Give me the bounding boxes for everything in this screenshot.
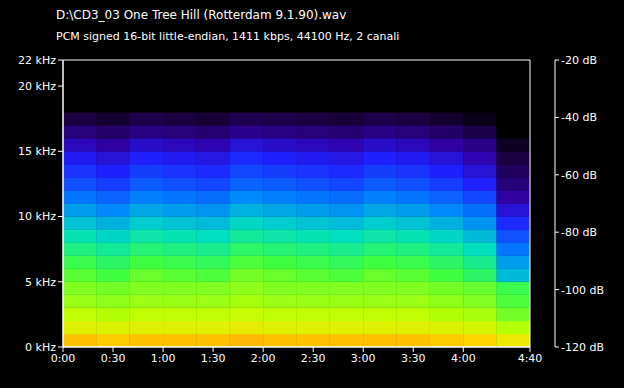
- svg-text:-60 dB: -60 dB: [561, 169, 597, 182]
- html-text:PCM signed 16-bit little-endia: PCM signed 16-bit little-endian, 1411 kb…: [56, 30, 400, 43]
- svg-text:2:30: 2:30: [301, 352, 326, 365]
- svg-text:5 kHz: 5 kHz: [25, 276, 56, 289]
- svg-text:1:30: 1:30: [201, 352, 226, 365]
- html-text:D:\CD3_03 One Tree Hill (Rotte: D:\CD3_03 One Tree Hill (Rotterdam 9.1.9…: [56, 8, 347, 22]
- svg-text:-20 dB: -20 dB: [561, 54, 597, 67]
- svg-text:0 kHz: 0 kHz: [25, 341, 56, 354]
- svg-text:-120 dB: -120 dB: [561, 341, 604, 354]
- svg-text:4:40: 4:40: [518, 352, 543, 365]
- svg-text:-80 dB: -80 dB: [561, 226, 597, 239]
- svg-text:-40 dB: -40 dB: [561, 111, 597, 124]
- svg-text:0:30: 0:30: [101, 352, 126, 365]
- svg-text:4:00: 4:00: [451, 352, 476, 365]
- svg-text:22 kHz: 22 kHz: [18, 54, 56, 67]
- svg-text:2:00: 2:00: [251, 352, 276, 365]
- svg-text:15 kHz: 15 kHz: [18, 145, 56, 158]
- svg-text:10 kHz: 10 kHz: [18, 210, 56, 223]
- svg-text:3:30: 3:30: [401, 352, 426, 365]
- svg-text:0:00: 0:00: [50, 351, 76, 365]
- svg-text:3:00: 3:00: [351, 352, 376, 365]
- svg-text:1:00: 1:00: [151, 352, 176, 365]
- svg-text:-100 dB: -100 dB: [561, 284, 604, 297]
- svg-text:20 kHz: 20 kHz: [18, 80, 56, 93]
